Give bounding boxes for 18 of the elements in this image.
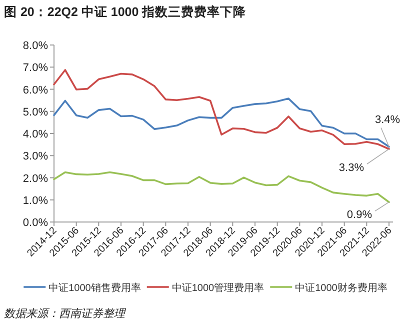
y-tick-label: 7.0% xyxy=(22,62,48,74)
y-tick-label: 6.0% xyxy=(22,84,48,96)
annotation: 0.9% xyxy=(346,209,372,222)
y-tick-label: 3.0% xyxy=(22,150,48,163)
line-series xyxy=(53,171,390,203)
y-tick-label: 4.0% xyxy=(22,128,48,140)
chart-title: 图 20：22Q2 中证 1000 指数三费费率下降 xyxy=(4,4,248,19)
annotation: 3.4% xyxy=(375,114,400,126)
y-tick-label: 8.0% xyxy=(22,40,48,52)
y-tick-label: 1.0% xyxy=(22,194,48,207)
source-note: 数据来源：西南证券整理 xyxy=(4,307,127,320)
y-tick-label: 2.0% xyxy=(22,172,48,185)
legend-label: 中证1000管理费用率 xyxy=(172,282,264,294)
legend-label: 中证1000销售费用率 xyxy=(48,282,141,294)
y-tick-label: 5.0% xyxy=(22,106,48,118)
y-tick-label: 0.0% xyxy=(22,217,48,229)
annotation: 3.3% xyxy=(338,162,364,174)
legend-label: 中证1000财务费用率 xyxy=(295,282,388,294)
